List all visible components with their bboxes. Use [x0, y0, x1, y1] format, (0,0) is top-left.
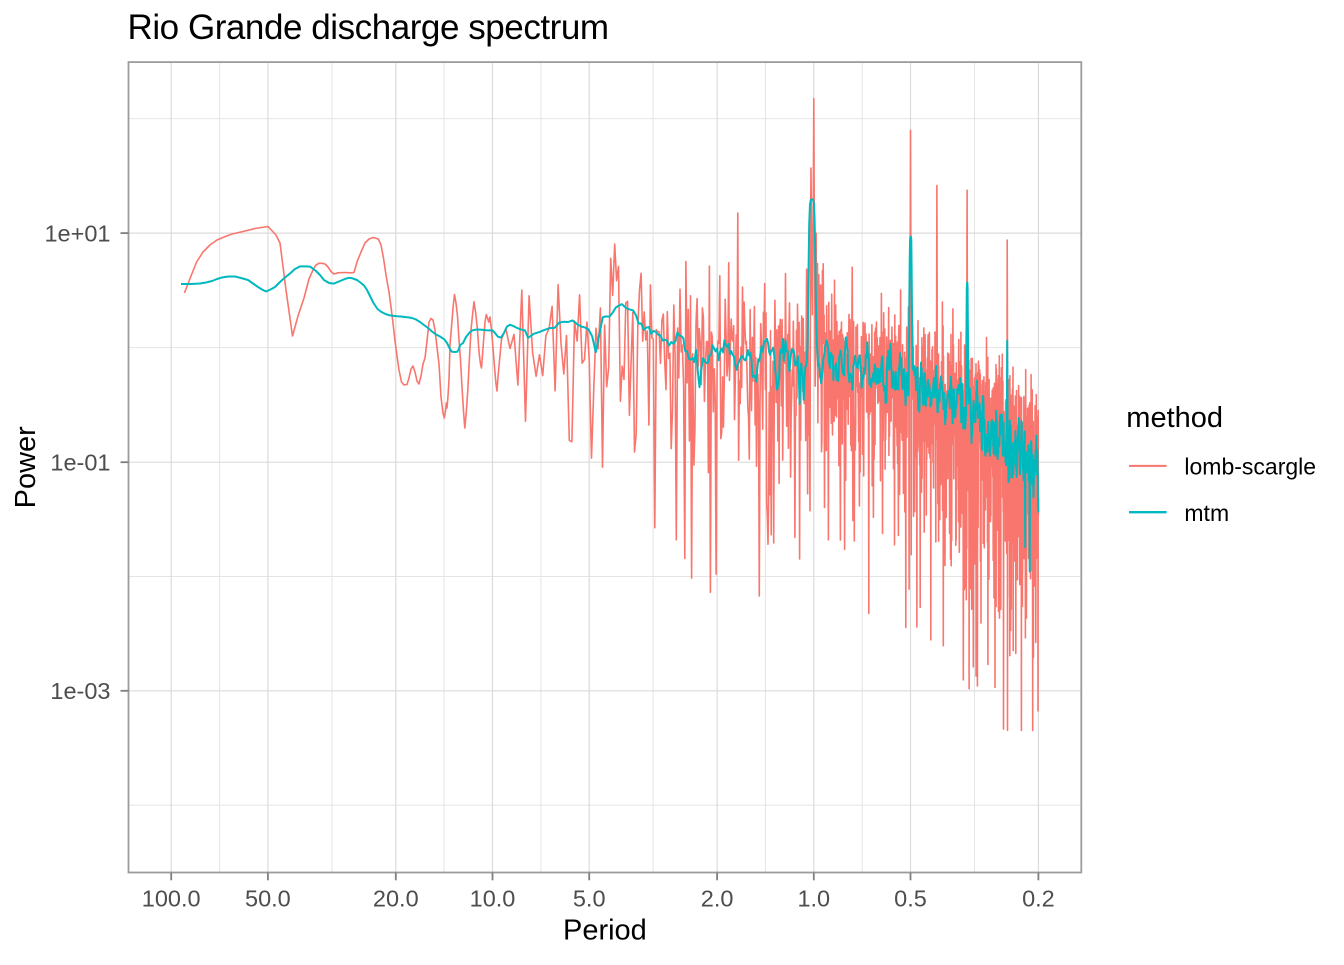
svg-text:50.0: 50.0	[245, 885, 291, 911]
svg-text:1.0: 1.0	[797, 885, 830, 911]
svg-text:Period: Period	[563, 914, 647, 946]
svg-text:0.5: 0.5	[894, 885, 927, 911]
svg-text:mtm: mtm	[1184, 500, 1229, 526]
svg-text:Rio Grande discharge spectrum: Rio Grande discharge spectrum	[128, 8, 609, 47]
svg-text:0.2: 0.2	[1022, 885, 1055, 911]
svg-text:1e-03: 1e-03	[50, 678, 110, 704]
svg-text:1e+01: 1e+01	[44, 220, 110, 246]
svg-text:10.0: 10.0	[470, 885, 516, 911]
svg-text:5.0: 5.0	[573, 885, 606, 911]
svg-text:20.0: 20.0	[373, 885, 419, 911]
svg-text:method: method	[1126, 402, 1223, 434]
svg-text:Power: Power	[10, 426, 42, 509]
svg-text:1e-01: 1e-01	[50, 450, 110, 476]
svg-text:100.0: 100.0	[142, 885, 201, 911]
svg-text:2.0: 2.0	[701, 885, 734, 911]
svg-text:lomb-scargle: lomb-scargle	[1184, 454, 1316, 480]
